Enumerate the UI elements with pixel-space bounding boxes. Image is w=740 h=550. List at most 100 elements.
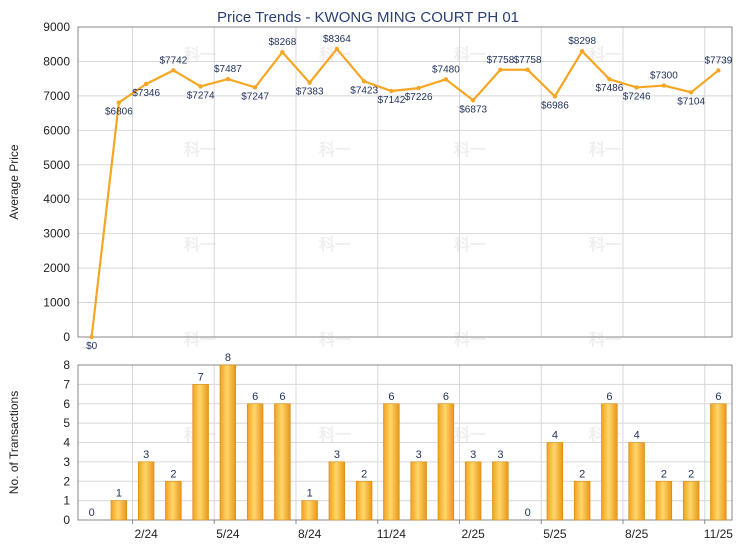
price-line-segment [308, 47, 338, 84]
transaction-bar [137, 461, 155, 521]
price-line-segment [472, 68, 502, 102]
price-data-label: $6806 [105, 107, 133, 118]
tx-plot-frame [77, 364, 733, 521]
transaction-bar-label: 6 [279, 391, 285, 403]
price-line-segment [417, 78, 447, 90]
transactions-panel: 科一科一科一科一0123456782/245/248/2411/242/255/… [7, 352, 733, 541]
transaction-bar [410, 461, 427, 521]
price-point [89, 334, 94, 340]
price-data-label: $7142 [377, 95, 405, 106]
price-point [389, 88, 394, 94]
price-line-segment [635, 84, 665, 89]
price-data-label: $7739 [704, 55, 732, 66]
price-point [661, 83, 667, 88]
price-y-tick-label: 9000 [43, 20, 70, 34]
transaction-bar [573, 480, 591, 521]
price-data-label: $7742 [159, 55, 187, 66]
price-point [416, 85, 421, 91]
price-line-segment [390, 87, 420, 93]
watermark-text: 科一 [454, 45, 486, 64]
price-data-label: $7247 [241, 91, 269, 102]
watermark-text: 科一 [589, 235, 621, 254]
watermark-text: 科一 [319, 235, 351, 254]
transaction-bar-label: 3 [143, 449, 149, 461]
price-point [361, 79, 367, 84]
chart-title: Price Trends - KWONG MING COURT PH 01 [217, 9, 519, 26]
price-line-segment [199, 78, 229, 88]
transaction-bar [655, 480, 673, 521]
price-point [225, 76, 231, 82]
transaction-bar-label: 3 [334, 449, 340, 461]
transaction-bar [165, 480, 182, 521]
price-line-segment [581, 50, 611, 81]
price-data-label: $7486 [595, 83, 623, 94]
x-tick-label: 11/24 [377, 527, 406, 541]
price-line-segment [608, 78, 638, 89]
transaction-bar [246, 403, 264, 521]
price-data-label: $7758 [486, 55, 514, 66]
watermark-text: 科一 [589, 140, 621, 159]
transaction-bar [328, 461, 346, 521]
price-line-segment [172, 69, 202, 88]
price-point [498, 67, 503, 72]
price-point [716, 68, 721, 73]
tx-y-tick-label: 3 [63, 455, 70, 469]
tx-y-tick-label: 4 [63, 436, 70, 450]
transaction-bar-label: 2 [361, 468, 367, 480]
transaction-bar-label: 2 [170, 468, 176, 480]
transaction-bar-label: 4 [552, 430, 558, 442]
transaction-bar-label: 0 [525, 507, 531, 519]
transaction-bar [110, 500, 128, 521]
transaction-bar [492, 461, 509, 521]
watermark-text: 科一 [454, 330, 486, 349]
price-line-segment [117, 82, 148, 104]
transaction-bar-label: 3 [470, 449, 476, 461]
watermark-text: 科一 [589, 330, 621, 349]
price-y-tick-label: 1000 [43, 296, 70, 310]
transaction-bar [192, 384, 209, 521]
watermark-text: 科一 [184, 330, 216, 349]
transaction-bar-label: 6 [606, 391, 612, 403]
tx-y-tick-label: 1 [63, 494, 70, 508]
tx-y-axis-title: No. of Transactions [7, 391, 21, 494]
tx-y-tick-label: 2 [63, 474, 70, 488]
price-plot-frame [77, 26, 733, 338]
price-point [525, 67, 530, 72]
transaction-bar-label: 1 [116, 488, 122, 500]
x-tick-label: 5/24 [216, 527, 240, 541]
price-point [579, 48, 585, 54]
price-line-segment [254, 51, 284, 89]
transaction-bar-label: 0 [89, 507, 95, 519]
price-line-segment [90, 101, 120, 339]
price-data-label: $8298 [568, 36, 596, 47]
x-tick-label: 8/25 [625, 527, 649, 541]
price-line-segment [281, 51, 311, 84]
price-data-label: $7487 [214, 64, 242, 75]
transaction-bar [219, 364, 237, 521]
price-y-tick-label: 7000 [43, 89, 70, 103]
transaction-bar [437, 403, 455, 521]
price-point [280, 50, 285, 55]
price-data-label: $8364 [323, 34, 351, 45]
price-point [307, 80, 312, 85]
transaction-bar [301, 500, 318, 521]
watermark-text: 科一 [319, 45, 351, 64]
watermark-text: 科一 [589, 45, 621, 64]
watermark-text: 科一 [319, 330, 351, 349]
tx-y-tick-label: 8 [63, 358, 70, 372]
x-tick-label: 8/24 [298, 527, 322, 541]
price-data-label: $7480 [432, 64, 460, 75]
transaction-bar [383, 403, 400, 521]
price-data-label: $6873 [459, 104, 487, 115]
price-point [116, 100, 122, 105]
price-y-tick-label: 3000 [43, 227, 70, 241]
price-data-label: $7346 [132, 88, 160, 99]
price-line-segment [662, 84, 693, 94]
price-point [198, 84, 203, 89]
transaction-bar-label: 3 [416, 449, 422, 461]
transaction-bar-label: 6 [715, 391, 721, 403]
price-y-tick-label: 8000 [43, 54, 70, 68]
